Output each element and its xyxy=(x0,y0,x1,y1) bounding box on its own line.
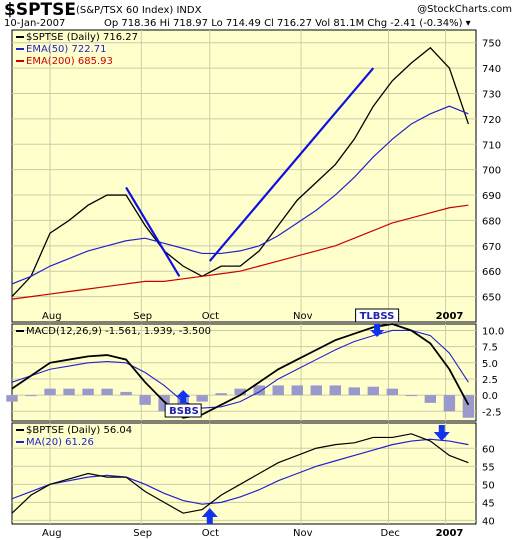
price-ytick-label-1: 660 xyxy=(482,267,501,278)
macd-histogram-bar xyxy=(82,388,94,396)
macd-histogram-bar xyxy=(215,393,227,396)
bpi-ytick-label-0: 40 xyxy=(482,516,495,527)
macd-histogram-bar xyxy=(272,385,284,396)
stockcharts-watermark: @StockCharts.com xyxy=(417,4,512,15)
price-ytick-label-7: 720 xyxy=(482,115,501,126)
arrow-down-icon xyxy=(370,324,385,337)
price-xtick-label-2: Oct xyxy=(202,311,219,322)
chart-date: 10-Jan-2007 xyxy=(4,18,66,29)
price-series-line xyxy=(11,46,470,298)
price-ytick-label-9: 740 xyxy=(482,64,501,75)
macd-histogram-bar xyxy=(139,395,151,405)
price-ytick-label-5: 700 xyxy=(482,166,501,177)
annotation-box-0 xyxy=(164,403,202,418)
bpi-xtick-label-5: 2007 xyxy=(436,528,464,539)
macd-histogram-bar xyxy=(291,385,303,396)
price-legend-0: $SPTSE (Daily) 716.27 xyxy=(26,32,138,43)
macd-histogram-bar xyxy=(405,395,418,397)
macd-histogram-bar xyxy=(386,388,399,396)
macd-ytick-label-5: 10.0 xyxy=(482,326,504,337)
macd-histogram-bar xyxy=(253,385,265,396)
macd-ytick-label-1: 0.0 xyxy=(482,391,498,402)
ema50-line xyxy=(11,105,469,285)
price-ytick-label-3: 680 xyxy=(482,216,501,227)
bpi-legend-0: $BPTSE (Daily) 56.04 xyxy=(26,425,132,436)
macd-histogram-bar xyxy=(63,388,75,396)
price-ytick-label-4: 690 xyxy=(482,191,501,202)
arrow-up-icon xyxy=(201,508,218,524)
macd-histogram-bar xyxy=(177,395,189,412)
bpi-ytick-label-4: 60 xyxy=(482,444,495,455)
macd-signal-line xyxy=(11,329,469,409)
macd-histogram-bar xyxy=(443,395,456,412)
bpi-ma20-line xyxy=(11,438,469,505)
bpi-xtick-label-3: Nov xyxy=(293,528,313,539)
price-legend-1: EMA(50) 722.71 xyxy=(26,44,106,55)
price-ytick-label-0: 650 xyxy=(482,293,501,304)
macd-histogram-bar xyxy=(6,395,18,402)
macd-ytick-label-0: -2.5 xyxy=(482,407,502,418)
macd-legend-0: MACD(12,26,9) -1.561, 1.939, -3.500 xyxy=(26,326,211,337)
macd-histogram-bar xyxy=(101,388,113,396)
macd-histogram-bar xyxy=(234,388,246,396)
trend-line-0 xyxy=(125,186,181,277)
macd-histogram-bar xyxy=(44,388,56,396)
macd-ytick-label-4: 7.5 xyxy=(482,343,498,354)
macd-histogram-bar xyxy=(329,385,341,396)
bpi-xtick-label-4: Dec xyxy=(381,528,400,539)
annotation-tlbss: TLBSS xyxy=(360,311,395,322)
annotation-bsbs: BSBS xyxy=(169,406,199,417)
macd-ytick-label-3: 5.0 xyxy=(482,359,498,370)
bpi-xtick-label-0: Aug xyxy=(42,528,62,539)
macd-histogram-bar xyxy=(424,395,437,403)
price-ytick-label-2: 670 xyxy=(482,242,501,253)
bpi-line xyxy=(11,433,469,514)
bpi-ytick-label-2: 50 xyxy=(482,480,495,491)
macd-histogram-bar xyxy=(25,395,37,397)
chart-symbol: $SPTSE xyxy=(4,0,76,20)
bpi-legend-1: MA(20) 61.26 xyxy=(26,437,94,448)
macd-histogram-bar xyxy=(120,391,132,396)
price-stats: Op 718.36 Hi 718.97 Lo 714.49 Cl 716.27 … xyxy=(104,18,471,29)
macd-histogram-bar xyxy=(462,395,475,418)
chart-symbol-name: (S&P/TSX 60 Index) INDX xyxy=(76,5,202,16)
bpi-ytick-label-1: 45 xyxy=(482,498,495,509)
macd-histogram-bar xyxy=(367,386,380,396)
price-panel-bg xyxy=(11,29,477,323)
macd-line xyxy=(11,323,470,419)
macd-histogram-bar xyxy=(348,387,360,396)
macd-histogram-bar xyxy=(158,395,170,412)
arrow-down-icon xyxy=(433,425,450,441)
macd-histogram-bar xyxy=(196,395,208,402)
macd-histogram-bar xyxy=(310,385,322,396)
macd-panel-bg xyxy=(11,323,477,422)
arrow-up-icon xyxy=(176,390,191,403)
price-xtick-label-3: Nov xyxy=(293,311,313,322)
price-xtick-label-5: 2007 xyxy=(436,311,464,322)
price-ytick-label-6: 710 xyxy=(482,140,501,151)
trend-line-1 xyxy=(208,67,375,262)
bpi-xtick-label-2: Oct xyxy=(202,528,219,539)
macd-ytick-label-2: 2.5 xyxy=(482,375,498,386)
bpi-xtick-label-1: Sep xyxy=(133,528,152,539)
annotation-box-1 xyxy=(355,308,400,323)
price-xtick-label-0: Aug xyxy=(42,311,62,322)
bpi-ytick-label-3: 55 xyxy=(482,462,495,473)
price-legend-2: EMA(200) 685.93 xyxy=(26,56,113,67)
price-xtick-label-1: Sep xyxy=(133,311,152,322)
price-ytick-label-10: 750 xyxy=(482,39,501,50)
price-ytick-label-8: 730 xyxy=(482,89,501,100)
ema200-line xyxy=(11,204,469,300)
